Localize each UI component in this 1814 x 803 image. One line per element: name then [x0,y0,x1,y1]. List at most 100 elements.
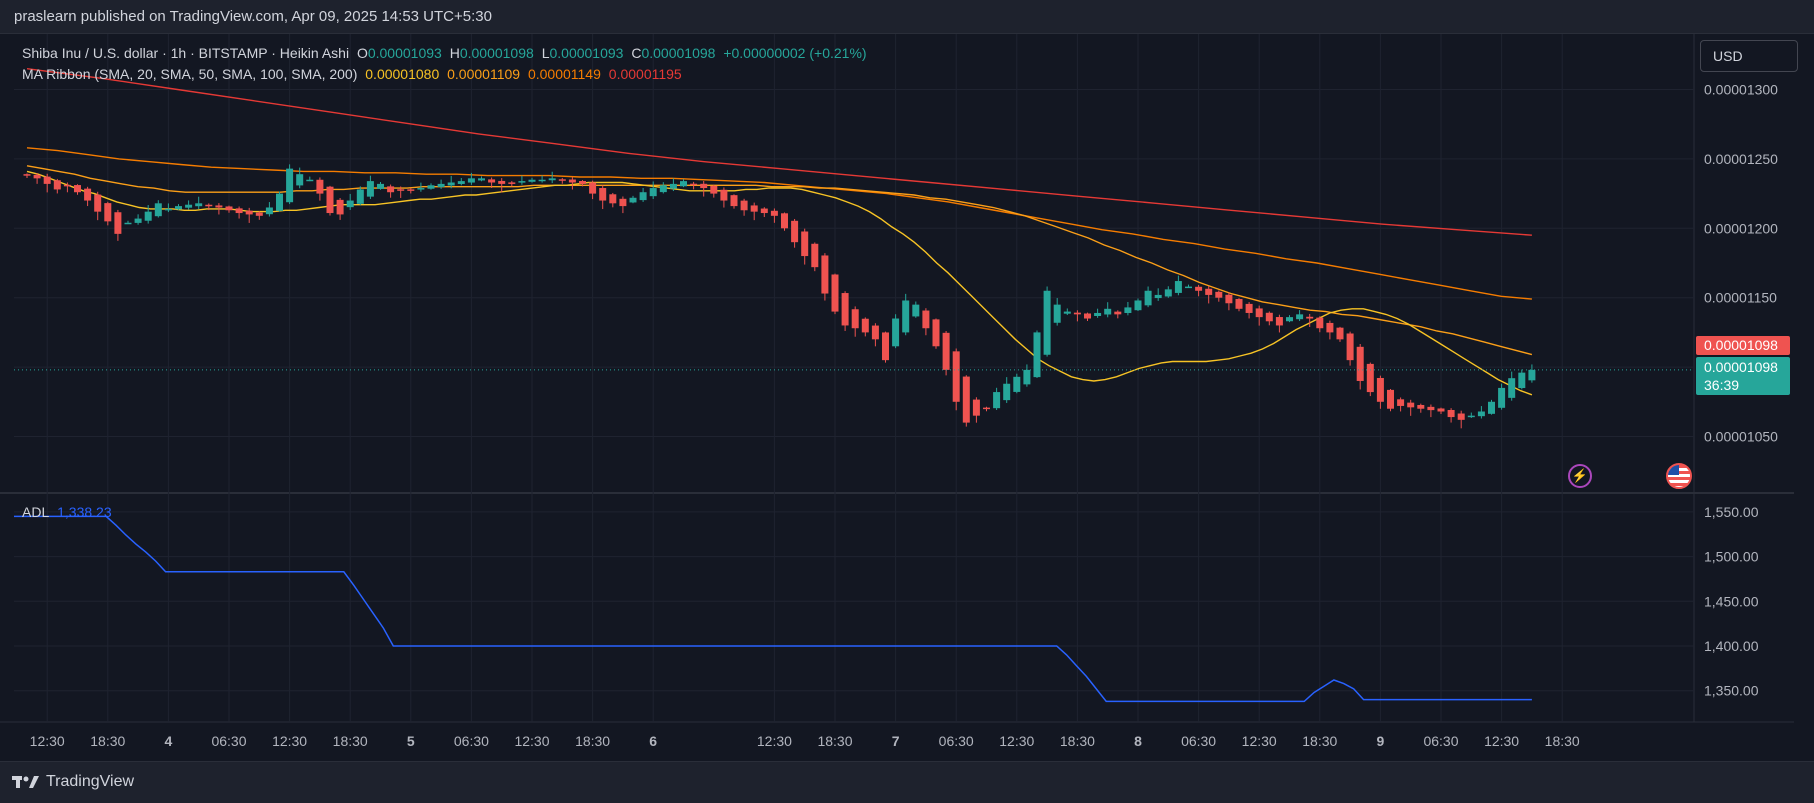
candle-body [114,212,122,234]
ma50-line [26,165,1533,356]
candle-body [1316,317,1324,329]
close-label: C [631,45,642,61]
candle-body [962,376,970,423]
ma-ribbon-title[interactable]: MA Ribbon (SMA, 20, SMA, 50, SMA, 100, S… [22,66,358,82]
chart-canvas[interactable]: 0.000010500.000011000.000011500.00001200… [0,34,1814,761]
time-tick-label: 7 [892,733,900,749]
candle-body [1306,316,1314,319]
candle-body [1518,372,1526,389]
candle-body [1296,314,1304,320]
time-tick-label: 9 [1377,733,1385,749]
candle-body [669,183,677,189]
price-tick-label: 0.00001050 [1704,428,1778,444]
candle-body [1488,401,1495,414]
candle-body [972,399,980,416]
ma100-line [26,147,1532,300]
candle-body [831,274,839,312]
candle-body [195,203,203,207]
time-tick-label: 06:30 [1423,733,1458,749]
candle-body [1437,408,1445,412]
candle-body [1467,415,1475,418]
candle-body [1336,327,1344,340]
candle-body [861,318,869,333]
candle-body [1053,304,1061,323]
candle-body [74,185,81,193]
brand-name: TradingView [46,773,135,790]
candle-body [467,178,475,183]
candle-body [750,205,758,212]
adl-line [14,515,1532,703]
candle-body [43,176,51,184]
candle-body [993,392,1001,409]
candle-body [1407,402,1415,408]
footer: TradingView [0,761,1814,803]
candle-body [1134,300,1142,311]
candle-body [1013,376,1021,392]
ma100-value: 0.00001149 [527,66,601,82]
candle-body [1366,363,1374,393]
time-tick-label: 18:30 [1060,733,1095,749]
candle-body [104,203,112,222]
candle-body [356,189,364,204]
candle-body [1094,312,1102,317]
low-value: 0.00001093 [549,45,624,61]
candle-body [811,243,819,268]
candle-body [1477,411,1485,417]
candle-body [1063,311,1071,314]
lightning-icon[interactable]: ⚡ [1568,464,1592,488]
time-tick-label: 12:30 [30,733,65,749]
open-value: 0.00001093 [367,45,442,61]
candle-body [983,407,990,410]
adl-tick-label: 1,450.00 [1704,593,1759,609]
adl-legend: ADL 1,338.23 [22,504,116,520]
candle-body [589,182,597,194]
time-tick-label: 12:30 [272,733,307,749]
candle-body [599,188,607,201]
candle-body [225,206,233,211]
close-value: 0.00001098 [641,45,716,61]
candle-body [1185,286,1192,289]
symbol-title[interactable]: Shiba Inu / U.S. dollar · 1h · BITSTAMP … [22,45,350,61]
candle-body [316,179,324,194]
us-flag-icon[interactable] [1666,463,1692,489]
candle-body [1195,286,1203,291]
ma-ribbon [26,68,1533,396]
bar-countdown: 36:39 [1704,377,1740,393]
candle-body [235,208,243,214]
candle-body [1245,303,1253,313]
ma200-value: 0.00001195 [608,66,682,82]
candle-body [801,231,809,257]
candle-body [791,220,799,243]
candle-body [770,210,778,216]
candle-body [538,179,546,182]
adl-title[interactable]: ADL [22,504,50,520]
candle-body [1498,387,1506,408]
chart-background [0,34,1814,761]
ma200-line [26,68,1532,236]
currency-button[interactable]: USD [1700,40,1798,72]
tradingview-logo[interactable]: TradingView [12,773,134,791]
candle-body [437,183,445,188]
candle-body [1417,404,1425,409]
candle-body [659,185,667,193]
candle-body [407,189,415,191]
candle-body [1447,409,1455,418]
time-tick-label: 06:30 [939,733,974,749]
candle-body [1326,322,1334,333]
candle-body [377,183,384,189]
candle-body [912,304,920,317]
time-tick-label: 18:30 [817,733,852,749]
candle-body [680,181,687,187]
high-label: H [449,45,460,61]
candle-body [265,207,273,215]
time-tick-label: 06:30 [1181,733,1216,749]
candle-body [892,318,900,347]
candle-body [1376,377,1384,402]
candle-body [781,213,788,229]
last-price-value: 0.00001098 [1704,359,1778,375]
candle-body [518,181,526,183]
time-tick-label: 18:30 [575,733,610,749]
low-label: L [541,45,550,61]
candle-body [1043,290,1051,355]
